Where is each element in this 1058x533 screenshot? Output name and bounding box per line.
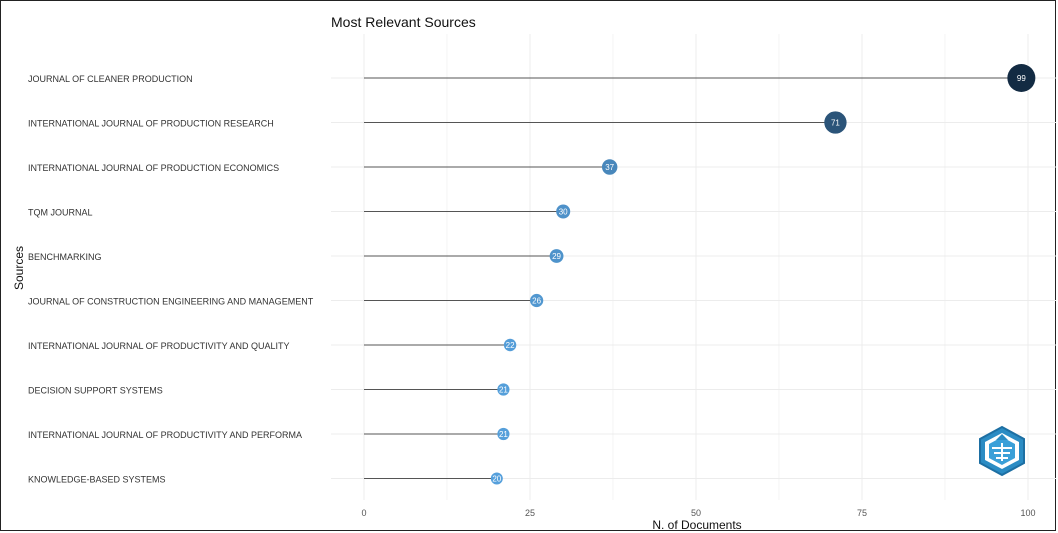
data-label: 71: [831, 119, 840, 128]
lollipop-point: [497, 427, 510, 441]
y-tick-label: JOURNAL OF CONSTRUCTION ENGINEERING AND …: [28, 297, 314, 307]
lollipop-point: [1007, 64, 1036, 92]
data-label: 20: [492, 475, 501, 484]
lollipop-point: [556, 204, 571, 219]
data-label: 29: [552, 252, 561, 261]
lollipop-point: [824, 111, 847, 134]
lollipop-point: [601, 159, 618, 175]
x-tick-label: 100: [1020, 508, 1035, 518]
chart-title: Most Relevant Sources: [331, 14, 476, 30]
lollipop-point: [497, 383, 510, 396]
lollipop-point: [503, 338, 517, 352]
y-tick-label: BENCHMARKING: [28, 252, 102, 262]
y-tick-label: JOURNAL OF CLEANER PRODUCTION: [28, 74, 193, 84]
y-tick-label: INTERNATIONAL JOURNAL OF PRODUCTIVITY AN…: [28, 341, 290, 351]
y-tick-label: DECISION SUPPORT SYSTEMS: [28, 386, 163, 396]
data-label: 30: [559, 208, 568, 217]
x-tick-label: 50: [691, 508, 701, 518]
y-tick-label: KNOWLEDGE-BASED SYSTEMS: [28, 475, 166, 485]
x-tick-label: 25: [525, 508, 535, 518]
data-label: 21: [499, 386, 508, 395]
data-label: 21: [499, 430, 508, 439]
lollipop-point: [549, 249, 564, 263]
y-tick-label: INTERNATIONAL JOURNAL OF PRODUCTIVITY AN…: [28, 430, 302, 440]
y-tick-label: TQM JOURNAL: [28, 208, 93, 218]
x-axis-label: N. of Documents: [652, 518, 742, 532]
y-tick-label: INTERNATIONAL JOURNAL OF PRODUCTION RESE…: [28, 119, 274, 129]
data-label: 99: [1017, 74, 1026, 83]
lollipop-point: [530, 293, 544, 308]
data-label: 22: [506, 341, 515, 350]
y-tick-label: INTERNATIONAL JOURNAL OF PRODUCTION ECON…: [28, 163, 279, 173]
x-tick-label: 75: [857, 508, 867, 518]
x-tick-label: 0: [361, 508, 366, 518]
data-label: 37: [605, 163, 614, 172]
data-label: 26: [532, 297, 541, 306]
bibliometrix-logo-icon: [977, 425, 1027, 482]
lollipop-point: [490, 472, 503, 485]
